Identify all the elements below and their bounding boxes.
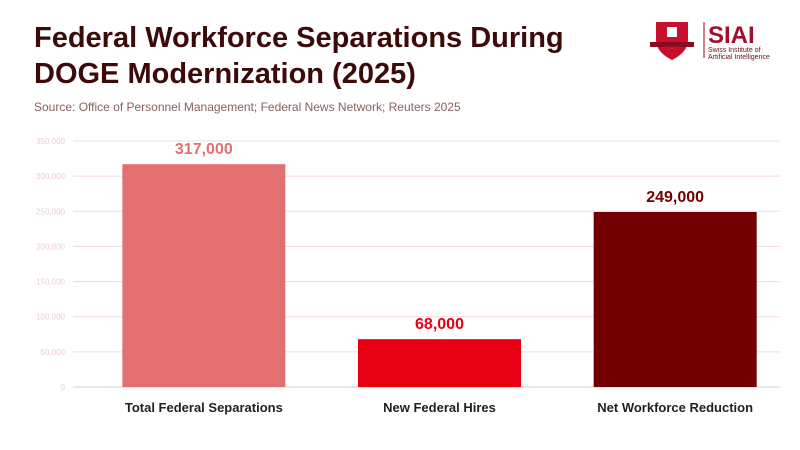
y-tick-label: 300,000: [36, 172, 65, 181]
data-label: 68,000: [415, 316, 464, 333]
svg-text:Artificial Intelligence: Artificial Intelligence: [708, 54, 770, 61]
bar: [358, 339, 521, 387]
x-tick-label: Net Workforce Reduction: [597, 400, 753, 415]
x-tick-label: Total Federal Separations: [125, 400, 283, 415]
y-tick-label: 150,000: [36, 278, 65, 287]
bar: [593, 211, 757, 387]
y-tick-label: 200,000: [36, 242, 65, 251]
chart-title: Federal Workforce Separations During DOG…: [34, 22, 564, 90]
y-tick-label: 350,000: [36, 137, 65, 146]
bar: [122, 164, 286, 387]
svg-text:SIAI: SIAI: [708, 22, 755, 49]
chart-subtitle: Source: Office of Personnel Management; …: [34, 100, 461, 114]
y-tick-label: 0: [61, 383, 66, 392]
y-tick-label: 100,000: [36, 313, 65, 322]
data-label: 317,000: [175, 141, 233, 158]
y-tick-label: 50,000: [41, 348, 66, 357]
siai-logo: SIAI Swiss Institute of Artificial Intel…: [650, 22, 770, 61]
svg-text:Swiss Institute of: Swiss Institute of: [708, 47, 761, 54]
y-tick-label: 250,000: [36, 207, 65, 216]
x-tick-label: New Federal Hires: [383, 400, 496, 415]
data-label: 249,000: [646, 189, 704, 206]
